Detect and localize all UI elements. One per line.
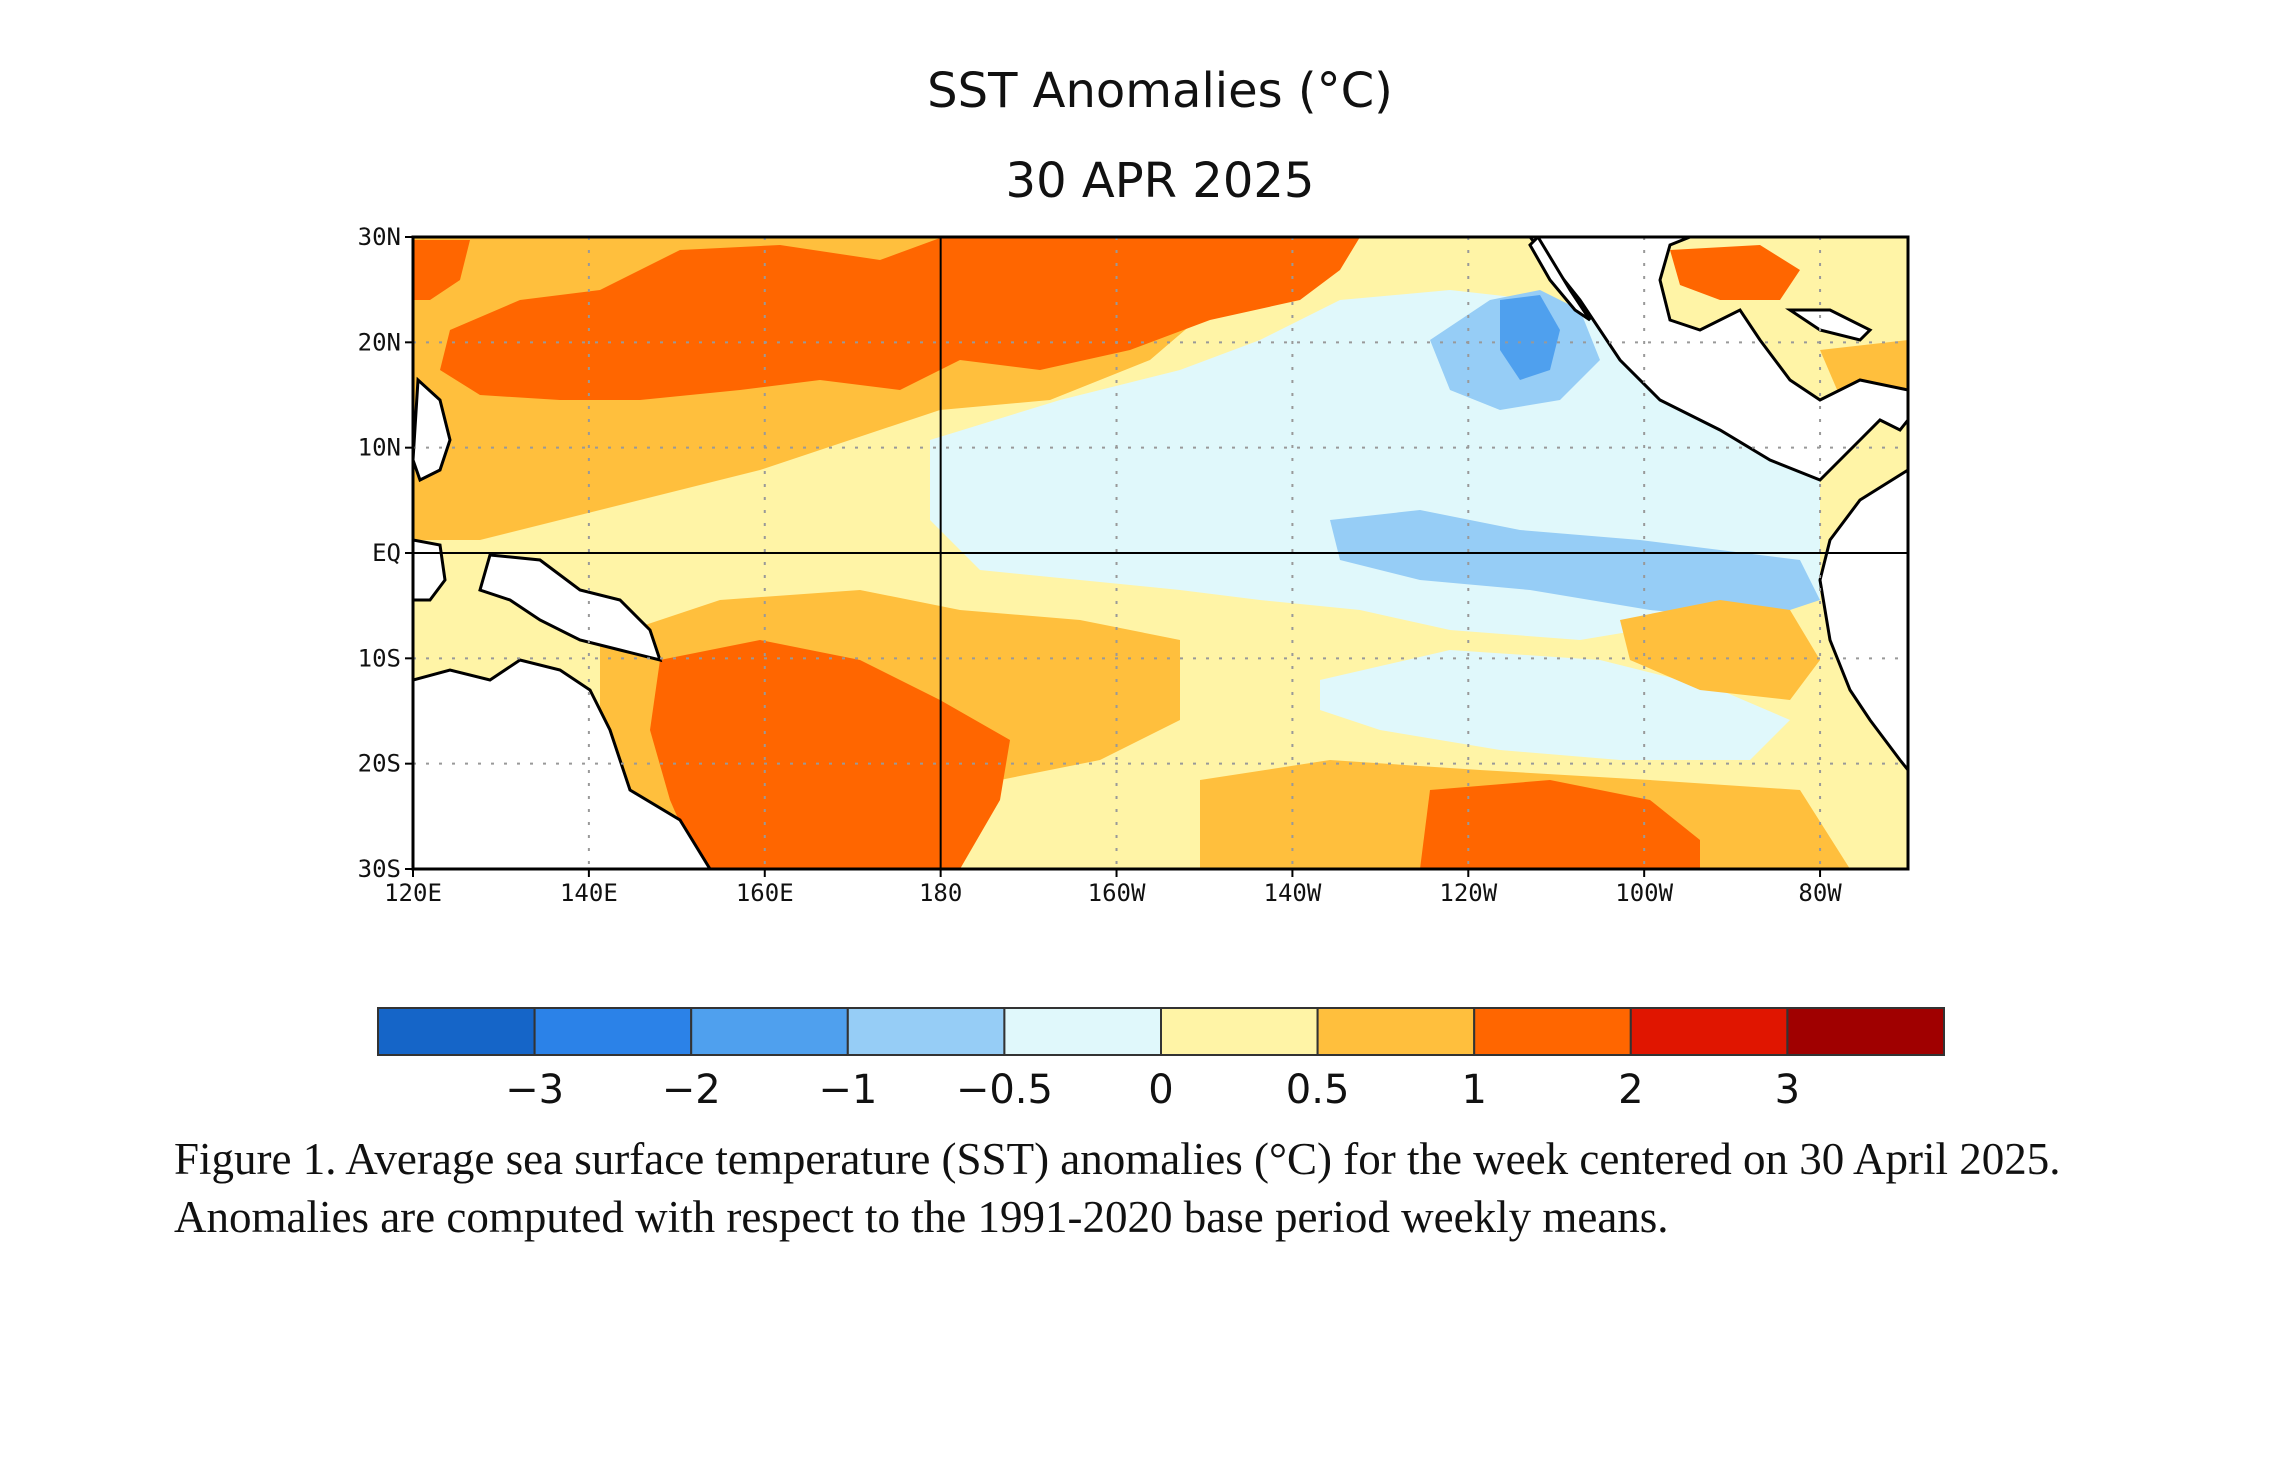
lat-tick-label: 30S xyxy=(358,855,401,883)
land-north-america xyxy=(1528,237,1908,482)
colorbar-label: −3 xyxy=(505,1067,564,1110)
lon-tick-label: 120W xyxy=(1439,879,1497,907)
anomaly-region-nw-hot xyxy=(413,240,470,300)
lat-tick-label: 10S xyxy=(358,644,401,672)
anomaly-region-north-hot xyxy=(440,237,1360,400)
land-south-america xyxy=(1818,468,1908,773)
colorbar-swatch xyxy=(533,1007,693,1056)
map-title: SST Anomalies (°C) xyxy=(927,63,1393,119)
anomaly-region-south-cool xyxy=(1320,650,1790,760)
land-new-guinea xyxy=(478,553,663,663)
anomaly-region-south-hot xyxy=(650,640,1010,869)
lon-tick-label: 140W xyxy=(1264,879,1322,907)
colorbar-swatch xyxy=(846,1007,1006,1056)
land-australia xyxy=(413,658,712,869)
colorbar-label: −2 xyxy=(662,1067,721,1110)
anomaly-region-se-hot xyxy=(1420,780,1700,869)
lon-tick-label: 140E xyxy=(560,879,618,907)
colorbar-swatch xyxy=(1003,1007,1163,1056)
colorbar: −3 −2 −1 −0.5 0 0.5 1 2 3 xyxy=(377,1007,1946,1110)
figure-caption: Figure 1. Average sea surface temperatur… xyxy=(174,1134,2061,1242)
lon-tick-label: 160W xyxy=(1088,879,1146,907)
colorbar-swatch xyxy=(1629,1007,1789,1056)
lat-tick-label: 30N xyxy=(358,223,401,251)
lon-tick-label: 180 xyxy=(919,879,962,907)
lon-tick-label: 80W xyxy=(1798,879,1842,907)
sst-anomaly-figure: SST Anomalies (°C) 30 APR 2025 xyxy=(358,63,1946,1110)
land-baja xyxy=(1528,237,1592,322)
colorbar-swatch xyxy=(377,1007,536,1056)
map-date: 30 APR 2025 xyxy=(1006,153,1315,209)
colorbar-label: −0.5 xyxy=(956,1067,1053,1110)
colorbar-label: 1 xyxy=(1461,1067,1486,1110)
longitude-axis: 120E 140E 160E 180 160W 140W 120W 100W 80W xyxy=(384,869,1842,907)
land-philippines xyxy=(413,376,452,483)
graticule xyxy=(413,237,1908,869)
lat-tick-label: 20N xyxy=(358,328,401,356)
colorbar-label: −1 xyxy=(818,1067,877,1110)
colorbar-swatch xyxy=(1160,1007,1319,1056)
land-borneo xyxy=(413,538,447,602)
colorbar-swatch xyxy=(690,1007,849,1056)
colorbar-swatch xyxy=(1316,1007,1476,1056)
colorbar-swatch xyxy=(1473,1007,1632,1056)
anomaly-region-east-warm xyxy=(1620,600,1820,700)
colorbar-label: 3 xyxy=(1775,1067,1800,1110)
lon-tick-label: 100W xyxy=(1615,879,1673,907)
colorbar-label: 2 xyxy=(1618,1067,1643,1110)
latitude-axis: 30N 20N 10N EQ 10S 20S 30S xyxy=(358,223,413,883)
anomaly-region-ne-colder xyxy=(1500,295,1560,380)
anomaly-region-gulf-hot xyxy=(1670,245,1800,300)
colorbar-label: 0 xyxy=(1148,1067,1173,1110)
anomaly-region-eq-cold xyxy=(1330,510,1820,620)
lat-tick-label: EQ xyxy=(372,539,401,567)
lat-tick-label: 20S xyxy=(358,750,401,778)
colorbar-swatch xyxy=(1786,1007,1946,1056)
lon-tick-label: 160E xyxy=(736,879,794,907)
lat-tick-label: 10N xyxy=(358,434,401,462)
land-cuba xyxy=(1785,308,1873,342)
colorbar-label: 0.5 xyxy=(1286,1067,1350,1110)
lon-tick-label: 120E xyxy=(384,879,442,907)
